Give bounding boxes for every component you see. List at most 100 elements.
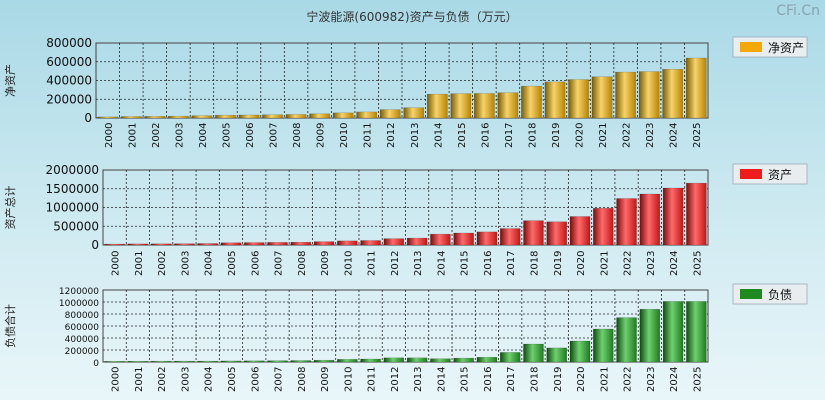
bar-assets-2007 (267, 242, 288, 246)
bar-net-2018 (521, 85, 542, 119)
x-tick-label: 2004 (198, 123, 209, 148)
x-tick-label: 2005 (227, 367, 238, 392)
x-tick-label: 2024 (669, 367, 680, 392)
x-tick-label: 2009 (320, 367, 331, 392)
y-axis-label: 资产总计 (3, 186, 17, 230)
bar-net-2010 (332, 112, 354, 119)
bar-net-2017 (497, 92, 519, 119)
bar-assets-2014 (430, 233, 451, 246)
bar-net-2004 (191, 115, 213, 119)
bar-net-2001 (120, 116, 142, 119)
bar-assets-2005 (220, 242, 242, 246)
x-tick-label: 2019 (551, 123, 562, 148)
bar-net-2023 (638, 71, 660, 119)
bar-assets-2021 (593, 208, 614, 246)
x-tick-label: 2000 (111, 367, 122, 392)
x-tick-label: 2023 (646, 367, 657, 392)
panel-assets: 0 500000 1000000 1500000 2000000 2000 2001 2002… (3, 163, 808, 276)
bar-assets-2004 (197, 243, 218, 246)
bar-assets-2002 (150, 243, 172, 246)
x-tick-label: 2025 (692, 367, 703, 392)
x-tick-label: 2002 (157, 251, 168, 276)
x-tick-label: 2011 (367, 251, 378, 276)
x-tick-label: 2016 (480, 123, 491, 148)
x-tick-label: 2012 (390, 367, 401, 392)
y-tick-label: 0 (93, 359, 99, 369)
bar-assets-2016 (476, 231, 498, 246)
y-tick-label: 600000 (46, 55, 92, 69)
bar-net-2025 (685, 57, 707, 119)
chart-title: 宁波能源(600982)资产与负债（万元） (306, 9, 517, 24)
x-tick-label: 2023 (645, 123, 656, 148)
y-tick-label: 0 (91, 238, 99, 252)
bar-net-2019 (544, 81, 566, 119)
x-tick-label: 2007 (274, 367, 285, 392)
x-tick-label: 2005 (221, 123, 232, 148)
bar-net-2020 (568, 79, 589, 119)
x-tick-label: 2024 (669, 251, 680, 276)
bar-net-2012 (379, 109, 401, 119)
x-tick-label: 2020 (576, 367, 587, 392)
x-tick-label: 2007 (274, 251, 285, 276)
bar-liabilities-2011 (360, 358, 381, 363)
x-tick-label: 2009 (320, 251, 331, 276)
x-tick-label: 2008 (292, 123, 303, 148)
bar-assets-2011 (360, 240, 381, 246)
bar-net-2007 (262, 114, 283, 119)
watermark-text: CFi.Cn (776, 3, 820, 19)
x-tick-label: 2008 (297, 367, 308, 392)
x-tick-label: 2013 (413, 367, 424, 392)
x-tick-label: 2006 (250, 367, 261, 392)
bar-liabilities-2010 (337, 359, 358, 363)
bar-net-2021 (591, 76, 613, 119)
y-tick-label: 600000 (65, 323, 100, 333)
bar-assets-2010 (337, 240, 358, 246)
bar-net-2016 (474, 93, 495, 119)
bar-assets-2023 (639, 193, 661, 246)
x-tick-label: 2000 (104, 123, 115, 148)
bar-liabilities-2019 (546, 347, 568, 363)
bar-liabilities-2016 (476, 356, 498, 363)
bar-assets-2018 (523, 220, 544, 246)
bar-net-2006 (238, 114, 260, 119)
bar-net-2003 (168, 115, 189, 119)
bar-liabilities-2021 (593, 328, 614, 363)
x-tick-label: 2008 (297, 251, 308, 276)
x-tick-label: 2014 (436, 251, 447, 276)
x-tick-label: 2011 (367, 367, 378, 392)
x-tick-label: 2006 (245, 123, 256, 148)
x-tick-label: 2012 (386, 123, 397, 148)
bar-assets-2001 (127, 243, 149, 246)
x-tick-label: 2020 (575, 123, 586, 148)
y-tick-label: 500000 (53, 219, 99, 233)
bar-assets-2020 (569, 216, 591, 246)
y-tick-label: 1500000 (46, 182, 99, 196)
y-tick-label: 800000 (46, 36, 92, 50)
x-tick-label: 2020 (576, 251, 587, 276)
x-tick-label: 2007 (269, 123, 280, 148)
y-tick-label: 1000000 (59, 299, 99, 309)
x-tick-label: 2017 (506, 367, 517, 392)
x-tick-label: 2016 (483, 251, 494, 276)
x-tick-label: 2000 (111, 251, 122, 276)
bar-liabilities-2009 (313, 359, 335, 363)
x-tick-label: 2015 (457, 123, 468, 148)
panel-net: 0 200000 400000 600000 800000 2000 2001 2002 200… (3, 36, 808, 148)
legend-assets: 资产 (732, 163, 808, 185)
x-tick-label: 2003 (174, 123, 185, 148)
bar-net-2022 (615, 71, 636, 119)
y-axis-label: 负债合计 (3, 304, 17, 348)
x-tick-label: 2004 (204, 367, 215, 392)
bar-liabilities-2020 (569, 340, 591, 363)
x-tick-label: 2016 (483, 367, 494, 392)
x-tick-label: 2002 (157, 367, 168, 392)
legend-swatch (740, 42, 762, 52)
x-tick-label: 2018 (527, 123, 538, 148)
bar-liabilities-2003 (174, 360, 195, 363)
x-tick-label: 2015 (460, 251, 471, 276)
x-tick-label: 2010 (339, 123, 350, 148)
bar-liabilities-2002 (150, 360, 172, 363)
x-tick-label: 2001 (127, 123, 138, 148)
x-tick-label: 2017 (504, 123, 515, 148)
